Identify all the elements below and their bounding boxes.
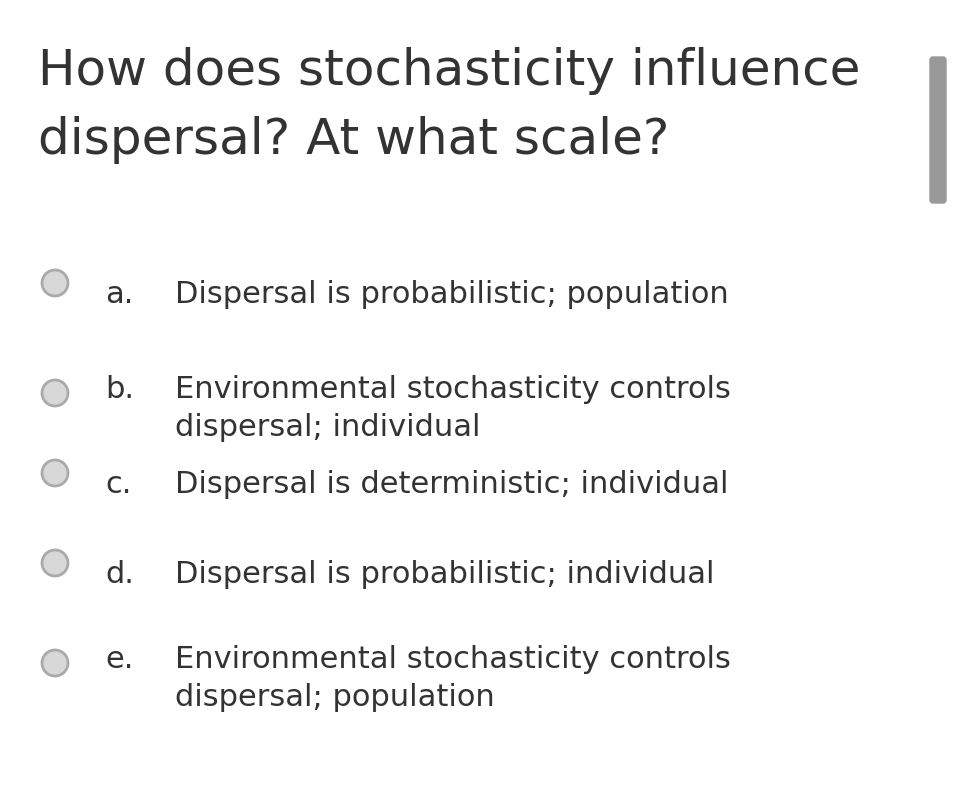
Circle shape (42, 650, 68, 676)
Text: dispersal? At what scale?: dispersal? At what scale? (38, 116, 669, 164)
Circle shape (42, 270, 68, 296)
Text: Dispersal is probabilistic; population: Dispersal is probabilistic; population (175, 280, 729, 309)
Text: b.: b. (105, 375, 134, 404)
Text: c.: c. (105, 470, 132, 499)
Text: dispersal; individual: dispersal; individual (175, 413, 481, 442)
Circle shape (42, 460, 68, 486)
Text: a.: a. (105, 280, 133, 309)
Text: Dispersal is deterministic; individual: Dispersal is deterministic; individual (175, 470, 729, 499)
Text: e.: e. (105, 645, 133, 674)
Text: d.: d. (105, 560, 133, 589)
Text: Environmental stochasticity controls: Environmental stochasticity controls (175, 375, 731, 404)
Text: Dispersal is probabilistic; individual: Dispersal is probabilistic; individual (175, 560, 714, 589)
Circle shape (42, 380, 68, 406)
Circle shape (42, 550, 68, 576)
FancyBboxPatch shape (930, 57, 946, 203)
Text: How does stochasticity influence: How does stochasticity influence (38, 47, 860, 95)
Text: Environmental stochasticity controls: Environmental stochasticity controls (175, 645, 731, 674)
Text: dispersal; population: dispersal; population (175, 683, 494, 712)
